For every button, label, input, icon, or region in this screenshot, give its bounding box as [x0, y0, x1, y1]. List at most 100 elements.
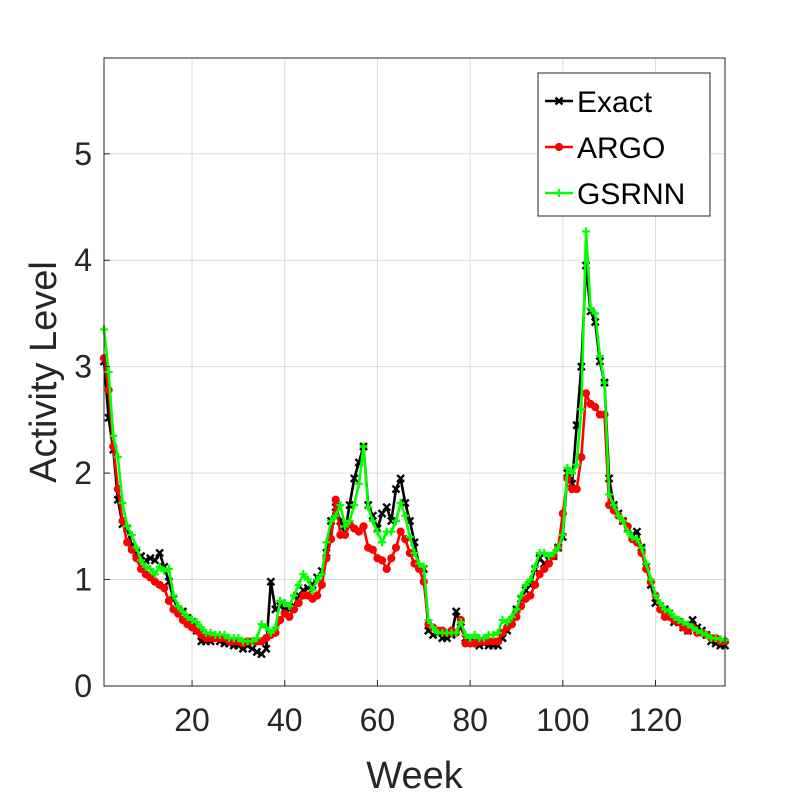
point-gsrnn: [665, 607, 674, 616]
point-gsrnn: [558, 530, 567, 539]
plot-area-border: [103, 57, 726, 687]
point-argo: [396, 527, 405, 536]
point-gsrnn: [118, 498, 127, 507]
y-tick-label: 2: [74, 455, 92, 491]
point-gsrnn: [378, 538, 387, 547]
point-gsrnn: [466, 634, 475, 643]
y-tick-label: 1: [74, 562, 92, 598]
point-argo: [572, 484, 581, 494]
point-exact: [150, 556, 160, 565]
x-tick-label: 20: [174, 702, 210, 738]
point-gsrnn: [530, 562, 539, 571]
point-argo: [591, 403, 600, 412]
point-gsrnn: [683, 620, 692, 629]
x-axis-label: Week: [366, 755, 463, 797]
legend-marker-exact: [554, 96, 564, 106]
point-gsrnn: [178, 607, 187, 616]
point-argo: [581, 389, 591, 398]
point-gsrnn: [322, 538, 331, 547]
point-gsrnn: [252, 634, 261, 643]
point-gsrnn: [331, 511, 340, 520]
point-gsrnn: [146, 564, 155, 573]
point-gsrnn: [169, 591, 178, 600]
point-gsrnn: [313, 575, 322, 584]
point-gsrnn: [568, 469, 577, 478]
point-gsrnn: [387, 527, 396, 536]
point-gsrnn: [257, 620, 266, 629]
x-tick-label: 80: [452, 702, 488, 738]
y-axis-label: Activity Level: [23, 261, 65, 483]
point-gsrnn: [290, 591, 299, 600]
point-exact: [391, 484, 401, 494]
point-gsrnn: [364, 503, 373, 512]
point-gsrnn: [493, 628, 502, 637]
point-gsrnn: [581, 227, 590, 236]
point-gsrnn: [697, 628, 706, 637]
x-tick-label: 40: [267, 702, 303, 738]
point-gsrnn: [480, 634, 489, 643]
point-exact: [266, 577, 276, 587]
point-argo: [526, 591, 535, 600]
point-exact: [261, 644, 271, 654]
point-exact: [632, 527, 642, 537]
legend: Exact ARGO GSRNN: [537, 72, 711, 217]
point-argo: [377, 556, 387, 565]
point-gsrnn: [266, 628, 275, 637]
ticks: 20 40 60 80 100 120 0 1 2 3 4 5: [74, 136, 682, 738]
point-gsrnn: [127, 530, 136, 539]
x-tick-label: 60: [360, 702, 396, 738]
point-gsrnn: [350, 501, 359, 510]
point-gsrnn: [586, 304, 595, 313]
point-gsrnn: [104, 368, 113, 376]
point-gsrnn: [303, 575, 312, 584]
point-gsrnn: [563, 463, 572, 472]
point-gsrnn: [206, 628, 215, 637]
point-argo: [164, 596, 173, 605]
point-gsrnn: [549, 548, 558, 557]
point-gsrnn: [415, 559, 424, 568]
point-gsrnn: [359, 442, 368, 451]
point-exact: [345, 500, 354, 510]
point-gsrnn: [670, 612, 679, 621]
point-exact: [382, 502, 392, 512]
point-argo: [354, 527, 363, 536]
point-argo: [368, 545, 377, 554]
point-exact: [145, 553, 155, 563]
point-argo: [359, 522, 368, 531]
point-exact: [155, 548, 164, 558]
point-gsrnn: [619, 517, 628, 526]
point-argo: [285, 612, 294, 621]
point-gsrnn: [285, 602, 294, 611]
point-exact: [400, 498, 410, 508]
y-tick-label: 0: [74, 668, 92, 704]
point-gsrnn: [132, 543, 141, 552]
point-gsrnn: [405, 532, 414, 541]
legend-label-gsrnn: GSRNN: [577, 178, 685, 211]
point-gsrnn: [489, 630, 498, 639]
point-gsrnn: [503, 618, 512, 627]
point-argo: [340, 530, 350, 539]
point-gsrnn: [234, 634, 243, 643]
legend-label-exact: Exact: [577, 86, 653, 119]
point-gsrnn: [368, 517, 377, 526]
point-gsrnn: [544, 552, 553, 561]
point-gsrnn: [345, 517, 354, 526]
point-gsrnn: [113, 453, 122, 462]
point-gsrnn: [327, 517, 336, 526]
point-gsrnn: [656, 598, 665, 607]
point-argo: [294, 598, 303, 608]
point-gsrnn: [517, 591, 526, 600]
point-gsrnn: [461, 630, 470, 639]
point-gsrnn: [220, 630, 229, 639]
point-exact: [377, 509, 387, 518]
point-gsrnn: [632, 535, 641, 544]
legend-marker-gsrnn: [555, 189, 563, 197]
point-gsrnn: [280, 598, 289, 607]
point-gsrnn: [605, 490, 614, 499]
point-gsrnn: [651, 591, 660, 600]
point-gsrnn: [540, 548, 549, 557]
point-gsrnn: [197, 623, 206, 632]
point-gsrnn: [141, 562, 150, 571]
point-gsrnn: [183, 612, 192, 621]
